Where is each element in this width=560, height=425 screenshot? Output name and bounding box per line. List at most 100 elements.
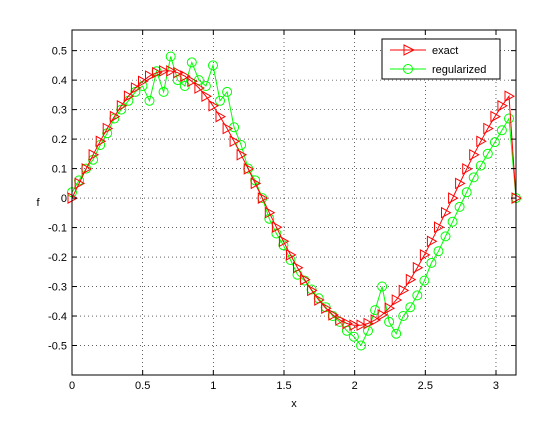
data-point-exact xyxy=(441,206,452,219)
plot-frame xyxy=(71,29,517,376)
plot-background xyxy=(72,30,516,375)
axis-ticks: 0 0.5 1 1.5 2 2.5 3 -0.5 -0.4 -0.3 -0.2 -0.1 0 0.1 0.2… xyxy=(48,30,516,392)
legend-exact-label: exact xyxy=(432,45,458,57)
data-point-exact xyxy=(236,148,248,161)
series-layer xyxy=(67,51,523,351)
data-point-regularized xyxy=(236,140,247,150)
x-axis-label: x xyxy=(291,398,297,410)
legend-regularized-marker xyxy=(403,64,413,74)
data-point-regularized xyxy=(405,302,416,313)
legend: exact regularized xyxy=(381,38,501,80)
data-point-regularized xyxy=(356,340,366,351)
data-point-exact xyxy=(123,90,135,103)
data-point-exact xyxy=(187,75,198,88)
data-point-exact xyxy=(201,90,212,103)
data-point-exact xyxy=(434,221,445,234)
data-point-exact xyxy=(321,302,332,315)
data-point-exact xyxy=(363,317,375,330)
data-point-regularized xyxy=(496,125,507,136)
data-point-regularized xyxy=(468,172,479,183)
data-point-exact xyxy=(293,261,304,274)
data-point-regularized xyxy=(370,305,381,316)
y-tick-label: -0.1 xyxy=(48,223,67,235)
data-point-exact xyxy=(88,148,100,161)
grid-lines xyxy=(72,30,516,375)
data-point-exact xyxy=(370,314,382,326)
data-point-exact xyxy=(271,221,283,234)
y-tick-label: -0.5 xyxy=(48,341,67,353)
data-point-exact xyxy=(455,177,466,190)
data-point-regularized xyxy=(454,201,465,212)
data-point-regularized xyxy=(433,246,444,257)
data-point-regularized xyxy=(504,113,514,124)
data-point-regularized xyxy=(186,57,197,68)
data-point-regularized xyxy=(426,257,437,268)
data-point-regularized xyxy=(348,331,359,342)
data-point-exact xyxy=(109,110,121,123)
x-tick-label: 3 xyxy=(493,380,499,392)
y-tick-label: 0.2 xyxy=(52,134,67,146)
data-point-regularized xyxy=(489,137,500,148)
legend-box xyxy=(381,38,501,80)
data-point-exact xyxy=(384,302,396,315)
data-point-exact xyxy=(356,319,368,332)
data-point-exact xyxy=(342,317,353,330)
data-point-exact xyxy=(300,273,311,286)
data-point-exact xyxy=(391,294,403,306)
data-point-exact xyxy=(180,70,191,82)
data-point-regularized xyxy=(440,231,451,242)
data-point-exact xyxy=(278,235,290,248)
data-point-exact xyxy=(95,135,107,148)
y-tick-label: -0.3 xyxy=(48,282,67,294)
data-point-exact xyxy=(490,110,501,123)
data-point-exact xyxy=(152,66,163,79)
legend-exact-marker xyxy=(403,44,416,56)
data-point-exact xyxy=(264,206,276,219)
x-tick-label: 1.5 xyxy=(276,380,291,392)
data-point-exact xyxy=(412,261,424,274)
data-point-exact xyxy=(145,70,156,82)
data-point-regularized xyxy=(208,60,218,71)
data-point-regularized xyxy=(384,316,395,327)
data-point-regularized xyxy=(144,95,155,106)
data-point-exact xyxy=(448,192,459,204)
data-point-regularized xyxy=(200,81,211,91)
data-point-exact xyxy=(138,75,149,88)
data-point-exact xyxy=(307,284,318,297)
data-point-regularized xyxy=(412,290,423,301)
y-axis-label: f xyxy=(36,197,40,209)
y-tick-label: -0.4 xyxy=(48,311,67,323)
data-point-exact xyxy=(229,135,241,148)
data-point-exact xyxy=(286,249,297,261)
data-point-exact xyxy=(483,122,494,135)
data-point-regularized xyxy=(398,311,409,321)
data-point-exact xyxy=(81,163,93,175)
data-point-exact xyxy=(314,294,325,306)
data-point-exact xyxy=(398,284,410,297)
data-point-exact xyxy=(476,135,487,148)
data-point-exact xyxy=(215,110,227,123)
series-exact xyxy=(67,65,523,332)
data-point-exact xyxy=(497,99,508,112)
data-point-regularized xyxy=(461,187,472,198)
data-point-regularized xyxy=(271,228,282,239)
data-point-exact xyxy=(250,177,262,190)
data-point-regularized xyxy=(165,51,176,62)
y-tick-label: 0.4 xyxy=(52,75,67,87)
data-point-exact xyxy=(328,309,339,321)
data-point-exact xyxy=(335,314,346,326)
data-point-exact xyxy=(166,65,177,77)
x-tick-label: 1 xyxy=(210,380,216,392)
x-tick-label: 2.5 xyxy=(418,380,433,392)
y-tick-label: 0.1 xyxy=(52,164,67,176)
y-tick-label: 0.5 xyxy=(52,46,67,58)
data-point-regularized xyxy=(222,86,233,97)
data-point-exact xyxy=(173,66,184,79)
data-point-exact xyxy=(116,99,128,112)
data-point-exact xyxy=(222,122,234,135)
data-point-exact xyxy=(194,82,205,94)
y-tick-label: -0.2 xyxy=(48,252,67,264)
data-point-exact xyxy=(462,163,473,175)
data-point-exact xyxy=(102,122,114,135)
